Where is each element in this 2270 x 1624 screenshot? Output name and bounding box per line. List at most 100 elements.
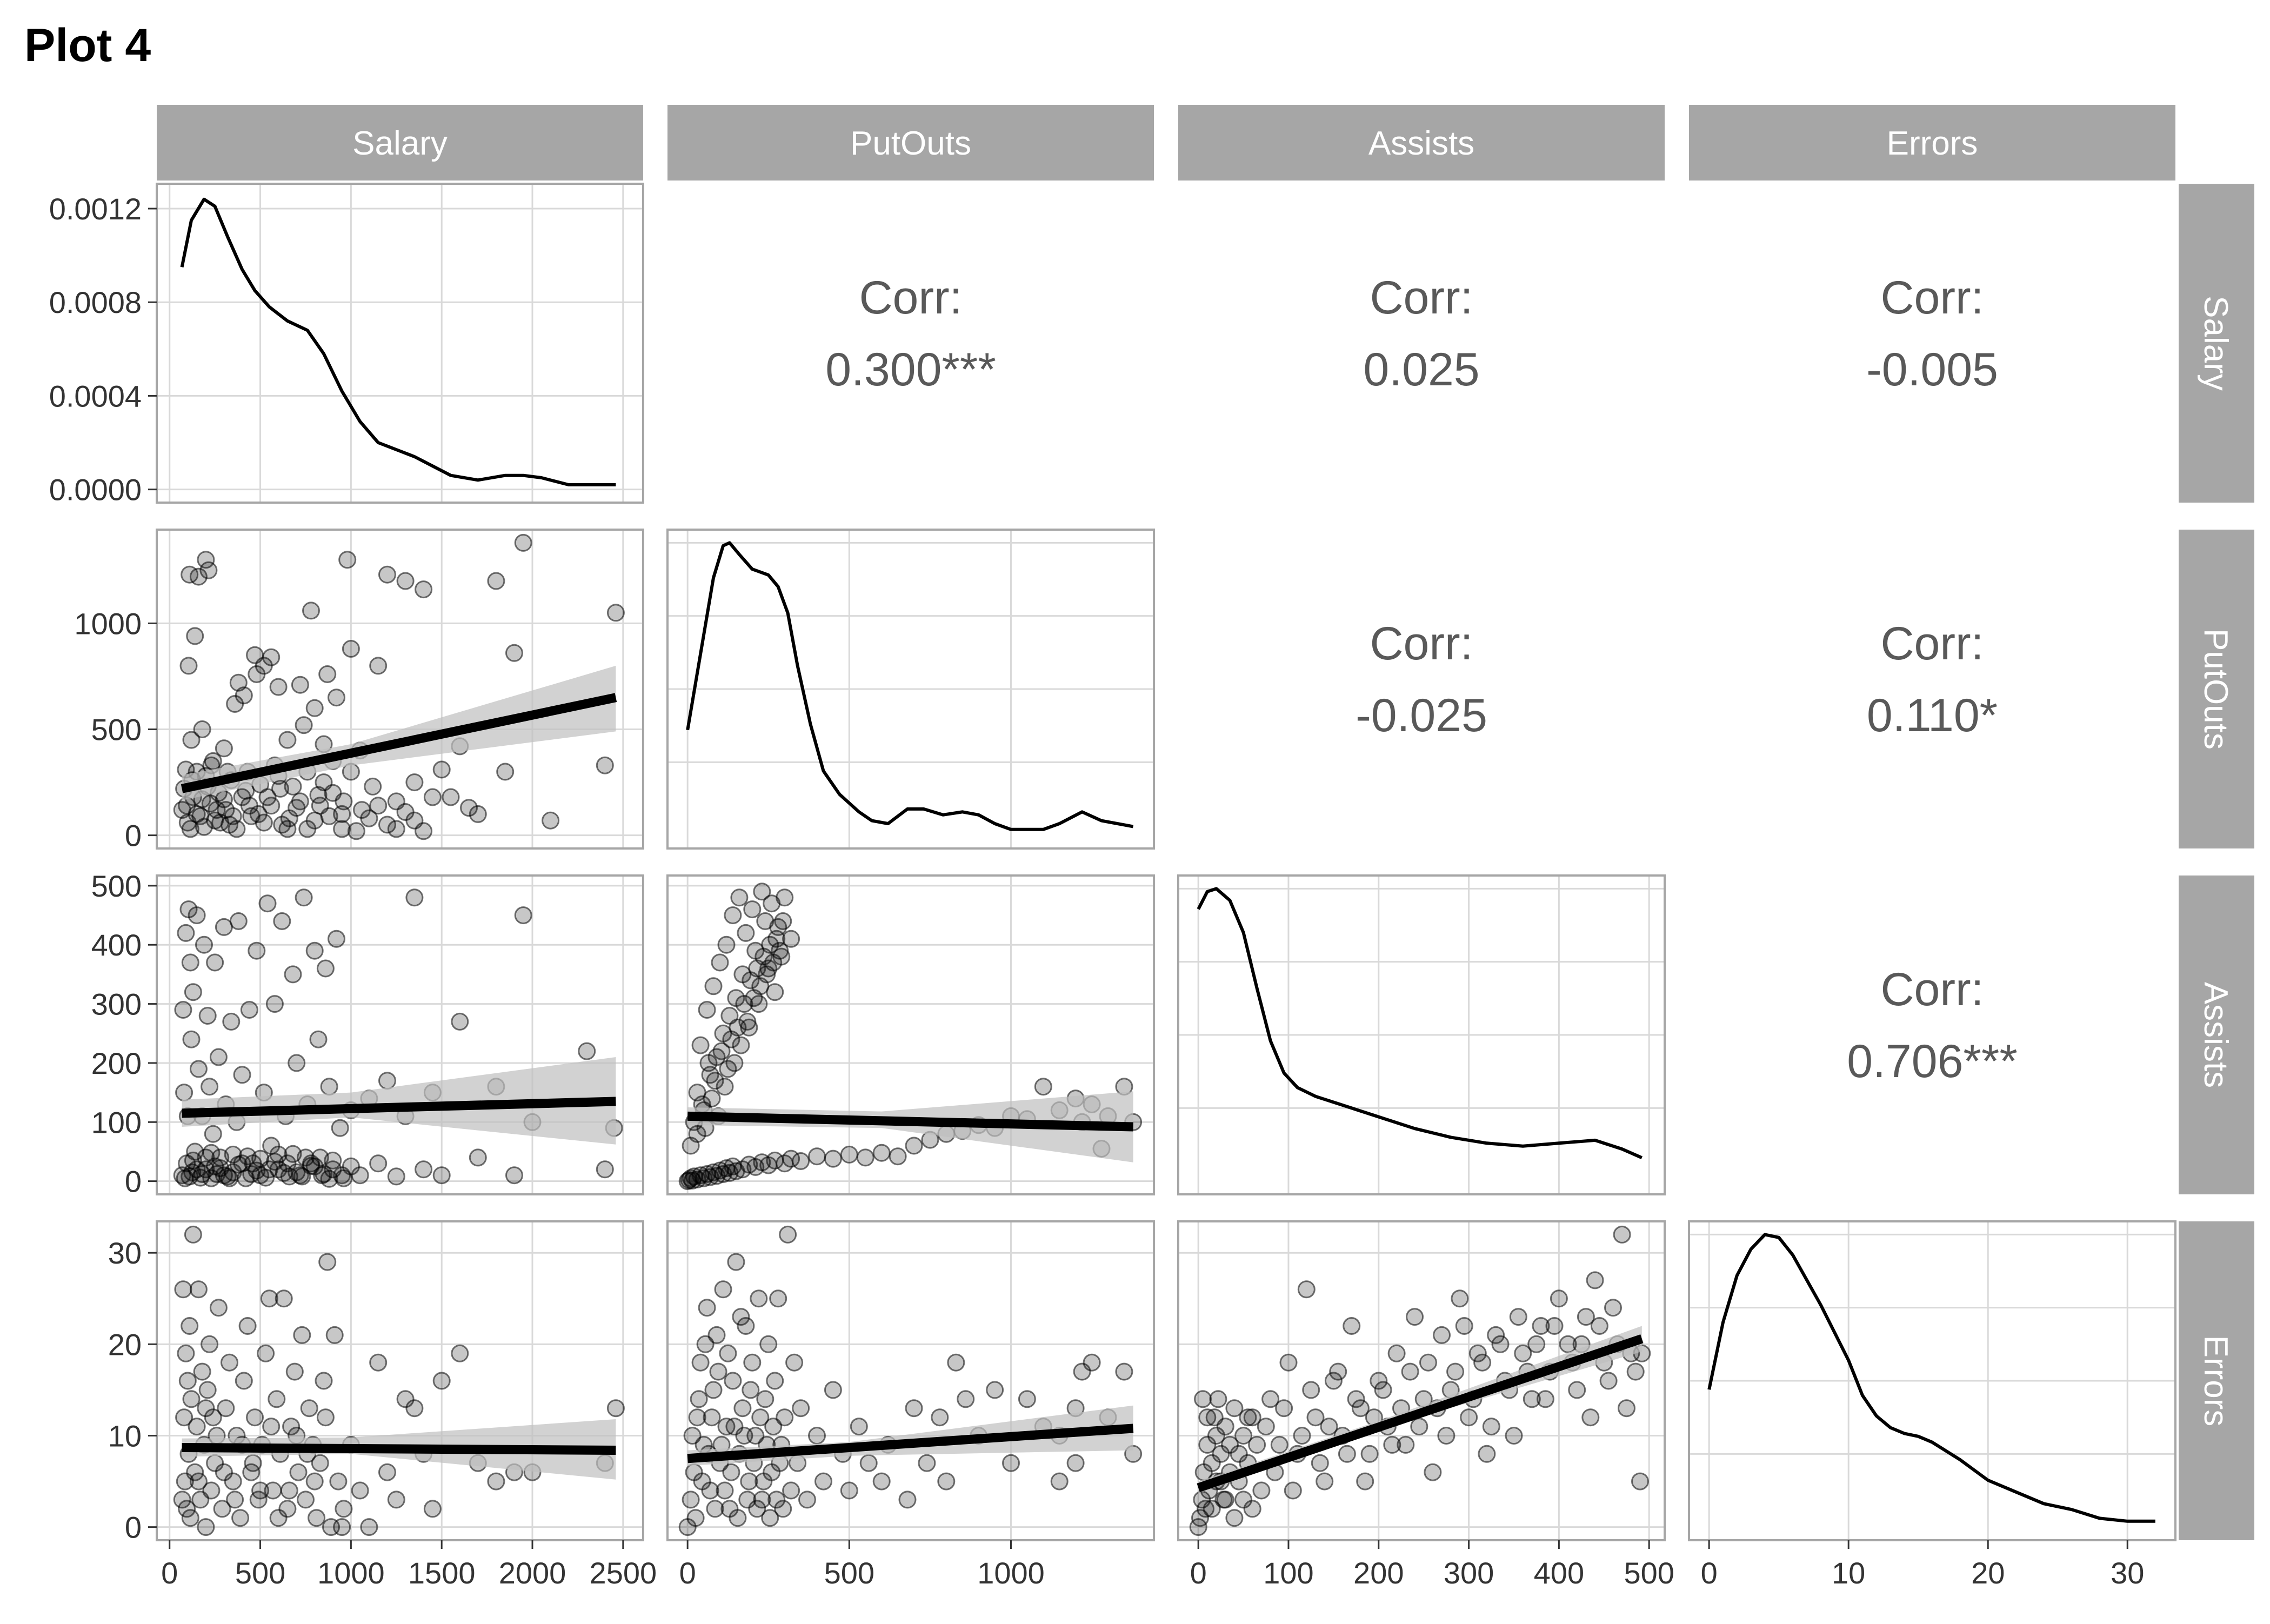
- scatter-point: [782, 930, 800, 948]
- scatter-point: [309, 786, 328, 804]
- scatter-point: [405, 888, 424, 907]
- scatter-point: [1216, 1418, 1234, 1436]
- scatter-point: [248, 1161, 266, 1180]
- scatter-point: [931, 1408, 949, 1427]
- scatter-point: [606, 604, 625, 622]
- scatter-point: [1383, 1435, 1401, 1454]
- scatter-point: [184, 1151, 202, 1169]
- scatter-point: [320, 1169, 338, 1188]
- scatter-point: [329, 1472, 348, 1491]
- confidence-band: [182, 1057, 616, 1145]
- scatter-point: [753, 883, 771, 901]
- panel-background: [1178, 1221, 1665, 1540]
- scatter-point: [937, 1472, 956, 1491]
- scatter-point: [257, 1344, 275, 1362]
- panel-border: [156, 183, 644, 504]
- scatter-point: [737, 924, 755, 942]
- chart-title: Plot 4: [24, 19, 151, 71]
- scatter-point: [729, 1018, 747, 1037]
- scatter-point: [333, 820, 351, 838]
- scatter-point: [238, 1147, 257, 1166]
- scatter-point: [1545, 1317, 1564, 1335]
- scatter-point: [889, 1147, 907, 1166]
- scatter-point: [808, 1427, 826, 1445]
- corr-value: 0.706***: [1847, 1035, 2018, 1087]
- corr-label: Corr:: [1880, 272, 1984, 324]
- scatter-point: [202, 1144, 221, 1162]
- regression-line: [182, 1442, 616, 1455]
- scatter-point: [727, 1253, 745, 1271]
- scatter-point: [742, 1381, 760, 1399]
- scatter-point: [1581, 1408, 1600, 1427]
- regression-line: [181, 693, 617, 793]
- scatter-point: [1230, 1445, 1248, 1463]
- scatter-point: [188, 906, 206, 925]
- scatter-point: [378, 816, 396, 834]
- scatter-point: [1401, 1362, 1419, 1381]
- scatter-point: [755, 1472, 773, 1491]
- scatter-point: [706, 1072, 724, 1090]
- scatter-point: [1311, 1454, 1329, 1472]
- scatter-point: [415, 1160, 433, 1179]
- scatter-point: [683, 1427, 702, 1445]
- scatter-point: [1505, 1427, 1523, 1445]
- scatter-point: [378, 565, 396, 584]
- regression-line: [1197, 1334, 1644, 1492]
- scatter-point: [178, 1500, 196, 1518]
- scatter-point: [1370, 1372, 1388, 1390]
- scatter-point: [782, 1481, 800, 1500]
- scatter-point: [364, 777, 382, 796]
- scatter-point: [181, 953, 199, 972]
- scatter-point: [282, 1418, 301, 1436]
- x-tick-label-assists: 100: [1263, 1556, 1313, 1590]
- column-strip-label-errors: Errors: [1887, 125, 1978, 162]
- scatter-point: [1604, 1299, 1622, 1317]
- scatter-point: [351, 1481, 369, 1500]
- scatter-point: [175, 1408, 193, 1427]
- scatter-point: [244, 1454, 262, 1472]
- density-curve-salary: [180, 197, 616, 486]
- scatter-point: [1194, 1390, 1212, 1408]
- scatter-point: [1478, 1445, 1496, 1463]
- scatter-point: [1618, 1399, 1635, 1418]
- scatter-point: [182, 1030, 201, 1048]
- column-strip-label-putouts: PutOuts: [850, 125, 971, 162]
- corr-panel-putouts-assists: Corr: -0.025: [1356, 618, 1487, 741]
- scatter-point: [248, 941, 266, 960]
- scatter-point: [260, 1289, 278, 1308]
- scatter-point: [1203, 1500, 1221, 1518]
- scatter-point: [740, 1472, 758, 1491]
- scatter-point: [1034, 1078, 1052, 1096]
- scatter-point: [872, 1144, 891, 1162]
- scatter-point: [226, 1491, 244, 1509]
- scatter-point: [1482, 1418, 1500, 1436]
- scatter-point: [221, 1169, 238, 1187]
- scatter-point: [703, 1090, 721, 1108]
- scatter-point: [177, 1344, 195, 1362]
- x-tick-label-salary: 0: [161, 1556, 178, 1590]
- scatter-point: [378, 1072, 396, 1090]
- y-tick-label-putouts: 500: [91, 713, 142, 747]
- scatter-point: [1460, 1408, 1478, 1427]
- scatter-point: [275, 1289, 293, 1308]
- row-strip-salary: [2179, 184, 2254, 503]
- scatter-point: [257, 1168, 275, 1187]
- scatter-point: [295, 888, 313, 907]
- scatter-point: [698, 1299, 716, 1317]
- scatter-point: [1491, 1335, 1510, 1353]
- corr-panel-salary-putouts: Corr: 0.300***: [825, 272, 996, 396]
- scatter-point: [291, 676, 309, 694]
- y-tick-label-salary: 0.0012: [49, 192, 142, 226]
- scatter-point: [215, 739, 233, 758]
- scatter-point: [578, 1042, 596, 1060]
- column-strip-putouts: [667, 105, 1154, 181]
- density-panel-salary-salary: [156, 183, 644, 504]
- scatter-panel-errors-putouts: [666, 1220, 1155, 1541]
- scatter-point: [189, 1280, 208, 1299]
- scatter-point: [1446, 1362, 1465, 1381]
- scatter-point: [596, 756, 614, 774]
- y-tick-label-errors: 0: [125, 1511, 142, 1545]
- scatter-point: [305, 1472, 324, 1491]
- scatter-point: [335, 1500, 353, 1518]
